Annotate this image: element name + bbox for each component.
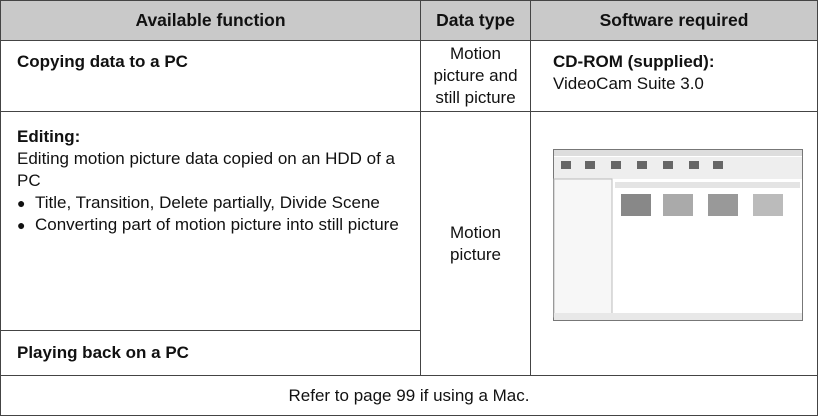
header-text: Software required [599, 10, 749, 30]
tab-bar [615, 182, 800, 188]
toolbar-icons [561, 161, 723, 169]
function-cell: Copying data to a PC [0, 40, 421, 112]
header-cell: Software required [530, 0, 818, 41]
data-type-cell: Motion picture and still picture [420, 40, 531, 112]
software-cell: CD-ROM (supplied): VideoCam Suite 3.0 [530, 40, 818, 112]
software-title: CD-ROM (supplied): [553, 52, 715, 71]
bullet-item: Converting part of motion picture into s… [17, 214, 400, 236]
data-type-cell: Motion picture [420, 111, 531, 376]
thumbnails [621, 194, 783, 216]
data-type: Motion picture and still picture [433, 44, 518, 107]
footer-cell: Refer to page 99 if using a Mac. [0, 375, 818, 416]
function-cell: Editing: Editing motion picture data cop… [0, 111, 421, 331]
bullet-list: Title, Transition, Delete partially, Div… [17, 192, 400, 236]
bullet-item: Title, Transition, Delete partially, Div… [17, 192, 400, 214]
footer-text: Refer to page 99 if using a Mac. [288, 385, 530, 405]
header-cell: Data type [420, 0, 531, 41]
header-text: Data type [436, 10, 515, 30]
status-bar [554, 313, 802, 320]
header-cell: Available function [0, 0, 421, 41]
software-cell [530, 111, 818, 376]
software-screenshot [553, 149, 803, 321]
title-bar [554, 150, 802, 156]
header-text: Available function [135, 10, 286, 30]
function-title: Editing: [17, 127, 81, 146]
side-panel [553, 178, 613, 318]
function-cell: Playing back on a PC [0, 330, 421, 376]
function-title: Playing back on a PC [17, 343, 189, 362]
software-name: VideoCam Suite 3.0 [553, 74, 704, 93]
function-description: Editing motion picture data copied on an… [17, 149, 396, 190]
function-title: Copying data to a PC [17, 52, 188, 71]
data-type: Motion picture [449, 222, 502, 264]
